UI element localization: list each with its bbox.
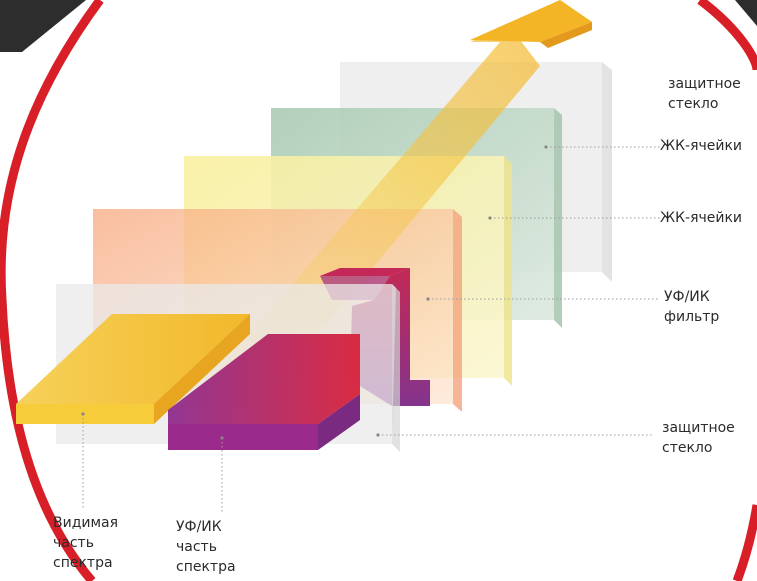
arrow-head bbox=[470, 0, 592, 42]
label-visible-spectrum: Видимая часть спектра bbox=[53, 515, 119, 571]
corner-dark-right bbox=[735, 0, 757, 26]
label-protective-glass-top: защитное стекло bbox=[668, 76, 741, 112]
red-arc-right bbox=[697, 0, 757, 71]
uv-ir-spectrum-beam bbox=[168, 334, 360, 450]
label-lc-cells-2: ЖК-ячейки bbox=[660, 210, 743, 226]
visible-spectrum-beam bbox=[16, 314, 250, 424]
label-uv-ir-filter: УФ/ИК фильтр bbox=[664, 289, 720, 325]
label-lc-cells-1: ЖК-ячейки bbox=[660, 138, 743, 154]
corner-dark-block bbox=[0, 0, 86, 52]
red-arc-left bbox=[0, 0, 104, 581]
label-protective-glass-bottom: защитное стекло bbox=[662, 420, 735, 456]
red-arc-bottom-right bbox=[732, 504, 757, 581]
label-uv-ir-spectrum: УФ/ИК часть спектра bbox=[176, 519, 236, 575]
leader-dots bbox=[81, 145, 548, 440]
leader-lines bbox=[82, 146, 660, 512]
